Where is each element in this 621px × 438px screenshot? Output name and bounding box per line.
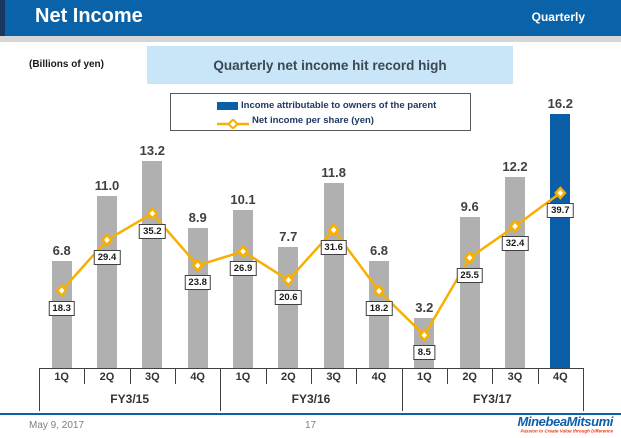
quarter-axis-label: 4Q — [371, 371, 387, 383]
bar-2Q-FY3/15 — [97, 195, 117, 368]
bar-3Q-FY3/17 — [505, 176, 525, 368]
quarter-axis-label: 2Q — [99, 371, 115, 383]
line-value-label: 18.3 — [48, 300, 75, 316]
page-title: Net Income — [35, 5, 143, 27]
chart-legend: Income attributable to owners of the par… — [170, 93, 471, 131]
footer-rule — [0, 413, 621, 415]
line-value-label: 20.6 — [275, 290, 302, 306]
bar-value-label: 3.2 — [415, 299, 434, 315]
group-boundary-tick — [401, 368, 403, 411]
bar-value-label: 6.8 — [369, 243, 389, 259]
bar-value-label: 11.8 — [321, 164, 346, 180]
quarter-axis-label: 1Q — [235, 371, 251, 383]
bar-series-swatch-icon — [217, 101, 238, 110]
bar-3Q-FY3/15 — [142, 161, 163, 368]
fiscal-year-axis-label: FY3/15 — [110, 392, 150, 406]
group-boundary-tick — [583, 368, 584, 411]
line-value-label: 35.2 — [139, 223, 166, 239]
quarter-axis-label: 1Q — [54, 371, 69, 383]
bar-1Q-FY3/16 — [233, 209, 253, 368]
line-marker-icon — [217, 116, 249, 130]
quarter-axis-label: 3Q — [326, 371, 341, 383]
quarter-tick — [356, 368, 358, 384]
quarter-axis-label: 3Q — [144, 371, 160, 383]
bar-value-label: 10.1 — [230, 191, 256, 207]
bar-2Q-FY3/16 — [278, 247, 299, 368]
line-value-label: 39.7 — [547, 203, 574, 218]
legend-row-line: Net income per share (yen) — [217, 113, 470, 130]
bar-2Q-FY3/17 — [459, 217, 480, 368]
fiscal-year-axis-label: FY3/17 — [472, 392, 512, 406]
quarter-tick — [265, 368, 267, 384]
bar-value-label: 13.2 — [139, 143, 165, 159]
header-tag: Quarterly — [531, 10, 585, 24]
legend-row-bar: Income attributable to owners of the par… — [217, 98, 470, 113]
header-divider — [0, 36, 621, 42]
logo-wordmark: MinebeaMitsumi — [517, 414, 613, 429]
legend-bar-label: Income attributable to owners of the par… — [241, 100, 437, 111]
bar-value-label: 6.8 — [52, 243, 71, 259]
page-number: 17 — [304, 420, 317, 431]
footer-date: May 9, 2017 — [29, 420, 85, 431]
line-value-label: 31.6 — [320, 239, 347, 255]
quarter-tick — [447, 368, 448, 384]
line-value-label: 32.4 — [501, 236, 529, 252]
bar-value-label: 11.0 — [94, 177, 120, 193]
bar-4Q-FY3/15 — [187, 228, 208, 368]
quarter-tick — [84, 368, 86, 384]
line-value-label: 23.8 — [184, 275, 211, 291]
bar-1Q-FY3/17 — [414, 317, 435, 368]
group-boundary-tick — [220, 368, 222, 411]
quarter-axis-label: 2Q — [462, 371, 477, 383]
quarter-axis-label: 4Q — [552, 371, 568, 383]
bar-value-label: 9.6 — [460, 199, 479, 215]
quarter-axis-label: 1Q — [416, 371, 432, 383]
line-value-label: 8.5 — [413, 345, 435, 361]
line-value-label: 29.4 — [93, 249, 121, 265]
bar-3Q-FY3/16 — [323, 182, 344, 368]
quarter-axis-label: 4Q — [190, 371, 205, 383]
header-bar: Net Income Quarterly — [0, 0, 621, 36]
bar-value-label: 12.2 — [502, 158, 528, 174]
line-value-label: 26.9 — [229, 261, 257, 277]
axis-unit-label: (Billions of yen) — [29, 59, 104, 70]
callout-text: Quarterly net income hit record high — [213, 57, 447, 73]
line-value-label: 18.2 — [365, 301, 393, 317]
quarter-axis-label: 3Q — [507, 371, 523, 383]
bar-value-label: 16.2 — [547, 96, 573, 111]
company-logo: MinebeaMitsumi Passion to Create Value t… — [428, 415, 613, 438]
bar-4Q-FY3/17 — [550, 114, 571, 368]
quarter-tick — [175, 368, 176, 384]
header-corner-accent — [0, 0, 5, 36]
bar-value-label: 7.7 — [279, 229, 298, 245]
logo-tagline: Passion to Create Value through Differen… — [520, 428, 613, 434]
quarter-tick — [311, 368, 312, 384]
group-boundary-tick — [39, 368, 40, 411]
quarter-axis-label: 2Q — [280, 371, 296, 383]
quarter-tick — [492, 368, 494, 384]
bar-value-label: 8.9 — [188, 210, 207, 226]
legend-line-label: Net income per share (yen) — [252, 115, 374, 126]
fiscal-year-axis-label: FY3/16 — [291, 392, 331, 406]
quarter-tick — [537, 368, 539, 384]
quarter-tick — [129, 368, 131, 384]
callout-banner: Quarterly net income hit record high — [147, 46, 513, 84]
line-value-label: 25.5 — [456, 267, 483, 283]
